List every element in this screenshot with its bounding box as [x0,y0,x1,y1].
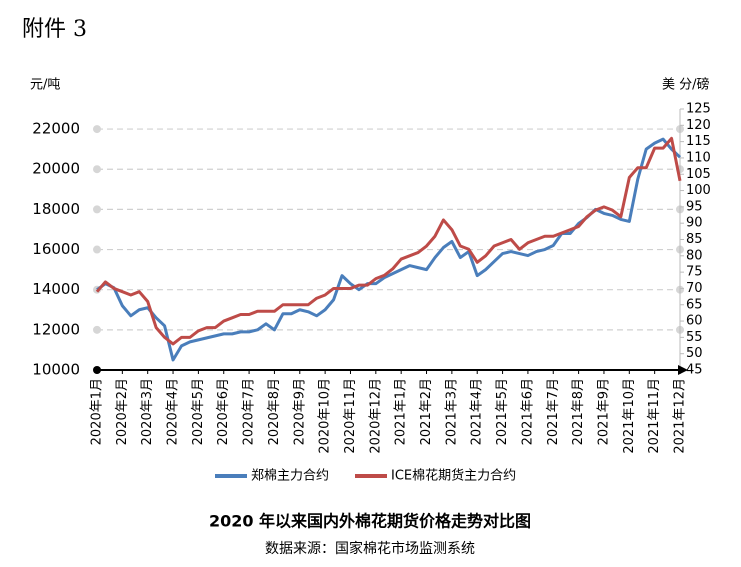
grid-dot [93,325,101,334]
y-tick-label: 16000 [32,240,80,258]
y-axis-label: 元/吨 [30,78,60,93]
x-tick-label: 2020年9月 [292,378,307,445]
x-tick-label: 2021年7月 [546,378,561,445]
grid-dot [93,245,101,254]
y2-tick-label: 45 [686,363,703,378]
x-tick-label: 2020年7月 [242,378,257,445]
x-tick-label: 2020年4月 [166,378,181,445]
x-tick-label: 2020年8月 [267,378,282,445]
x-tick-label: 2021年10月 [622,378,637,454]
x-tick-label: 2021年5月 [495,378,510,445]
x-tick-label: 2021年8月 [571,378,586,445]
x-tick-label: 2020年12月 [368,378,383,454]
y2-tick-label: 110 [686,150,711,165]
y-tick-label: 22000 [32,120,80,138]
x-tick-label: 2021年9月 [596,378,611,445]
y2-tick-label: 50 [686,346,703,361]
y2-tick-label: 60 [686,314,703,329]
legend-label: ICE棉花期货主力合约 [391,468,516,484]
y2-tick-label: 85 [686,232,703,247]
legend-label: 郑棉主力合约 [251,469,329,484]
x-tick-label: 2021年6月 [520,378,535,445]
grid-dot [93,165,101,174]
y2-tick-label: 120 [686,118,711,133]
x-tick-label: 2020年3月 [140,378,155,445]
y-tick-label: 14000 [32,280,80,298]
y2-tick-label: 105 [686,167,711,182]
grid-dot [93,205,101,214]
y2-tick-label: 65 [686,297,703,312]
y-tick-label: 10000 [32,361,80,379]
x-tick-label: 2020年10月 [318,378,333,454]
x-tick-label: 2021年1月 [394,378,409,445]
y2-tick-label: 100 [686,183,711,198]
y2-tick-label: 90 [686,216,703,231]
y2-tick-label: 55 [686,330,703,345]
y-tick-label: 12000 [32,320,80,338]
y2-tick-label: 125 [686,102,711,117]
x-tick-label: 2021年2月 [419,378,434,445]
x-tick-label: 2020年6月 [216,378,231,445]
x-tick-label: 2020年5月 [191,378,206,445]
y2-axis-label: 美 分/磅 [662,77,710,93]
y2-tick-label: 80 [686,248,703,263]
y2-tick-label: 115 [686,134,711,149]
y2-tick-label: 75 [686,265,703,280]
y2-tick-label: 95 [686,199,703,214]
source: 数据来源：国家棉花市场监测系统 [265,540,475,557]
chart-title: 2020 年以来国内外棉花期货价格走势对比图 [209,512,531,531]
x-tick-label: 2021年3月 [444,378,459,445]
x-tick-label: 2021年11月 [647,378,662,454]
x-tick-label: 2020年2月 [115,378,130,445]
x-tick-label: 2020年11月 [343,378,358,454]
x-tick-label: 2020年1月 [90,378,105,445]
series-line [95,136,682,346]
header: 附件 3 [22,17,87,42]
grid-dot [93,125,101,134]
y2-tick-label: 70 [686,281,703,296]
x-tick-label: 2021年4月 [470,378,485,445]
y-tick-label: 18000 [32,200,80,218]
x-tick-label: 2021年12月 [673,378,688,454]
y-tick-label: 20000 [32,160,80,178]
